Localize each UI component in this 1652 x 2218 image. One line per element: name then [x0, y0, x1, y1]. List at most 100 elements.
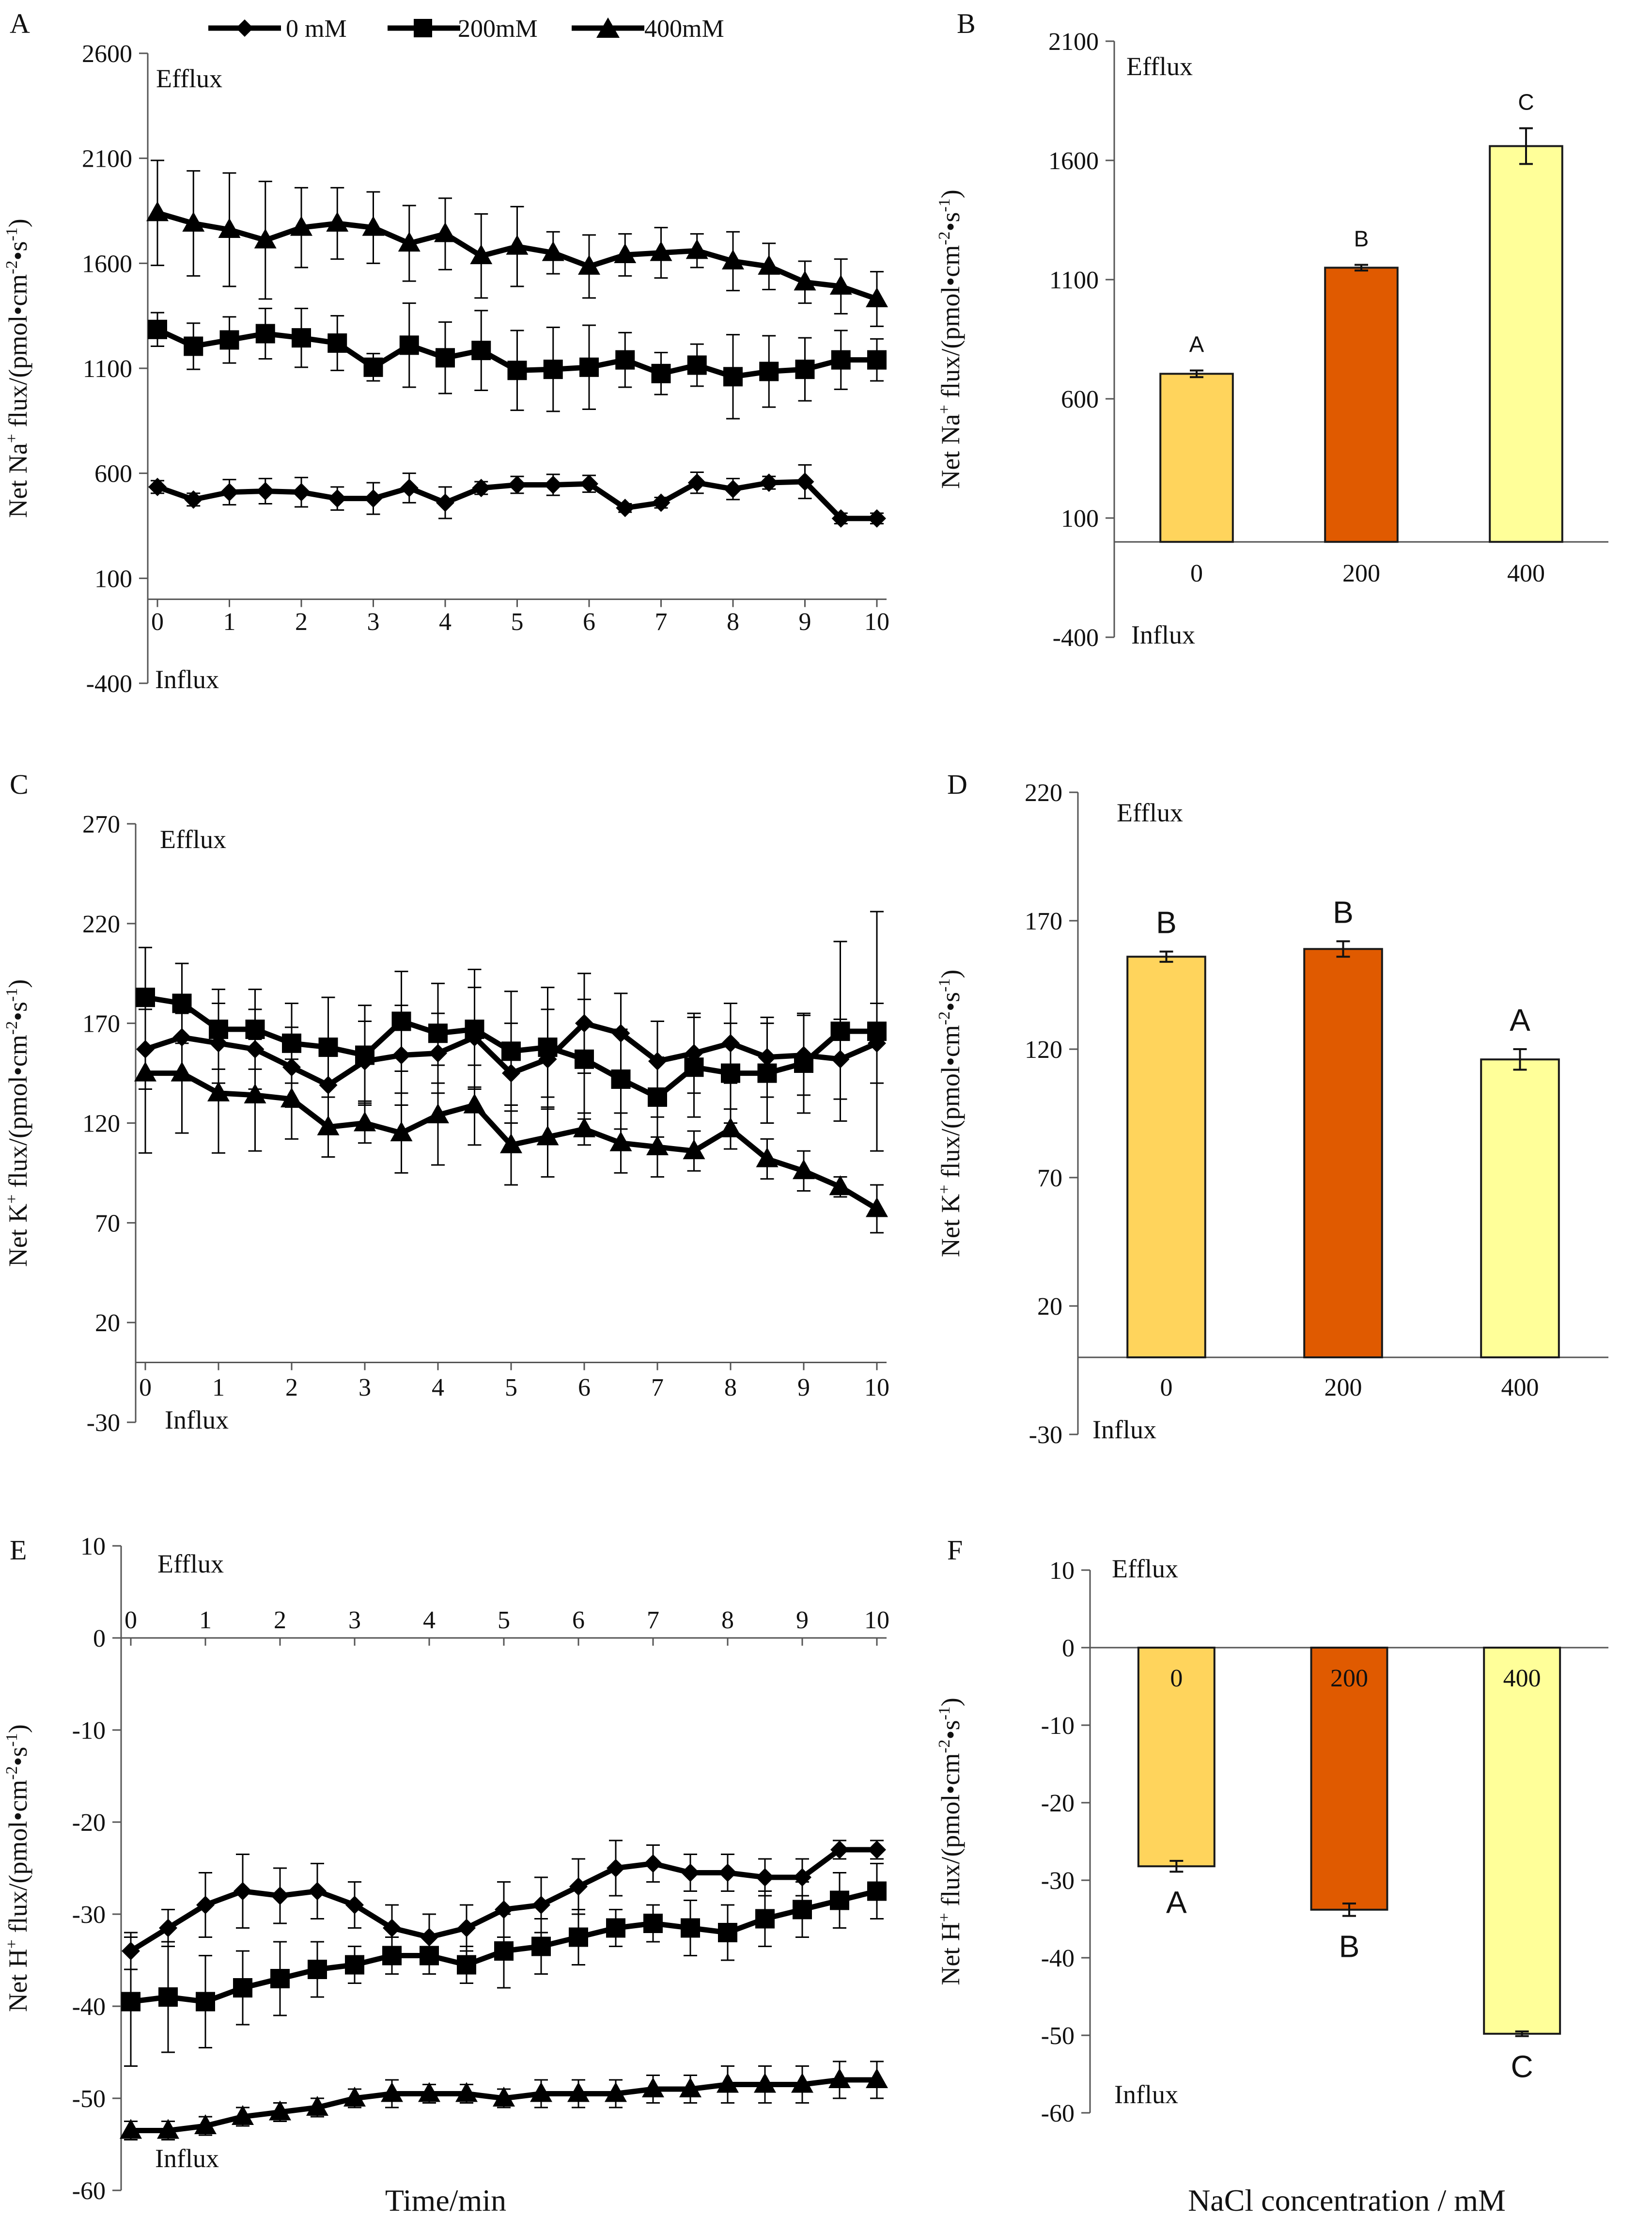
- data-point: [830, 1890, 849, 1910]
- data-point: [793, 1900, 812, 1919]
- data-point: [501, 1041, 521, 1061]
- data-point: [399, 335, 419, 355]
- data-point: [196, 1992, 215, 2012]
- data-point: [390, 1121, 413, 1142]
- data-point: [457, 1955, 476, 1975]
- data-point: [148, 319, 167, 339]
- data-point: [184, 336, 203, 356]
- data-point: [721, 1063, 740, 1083]
- data-point: [830, 1022, 850, 1041]
- data-point: [256, 482, 275, 501]
- x-tick-label-e: 1: [199, 1606, 212, 1634]
- y-tick-label-c: -30: [87, 1409, 120, 1437]
- data-point: [569, 1927, 588, 1947]
- data-point: [679, 2077, 701, 2097]
- y-tick-label-e: 10: [80, 1533, 106, 1560]
- data-point: [609, 1131, 632, 1151]
- data-point: [569, 1877, 588, 1896]
- data-point: [306, 2096, 328, 2116]
- x-tick-label-e: 3: [348, 1606, 361, 1634]
- data-point: [362, 216, 385, 236]
- data-point: [292, 483, 311, 502]
- panel-letter-a: A: [10, 8, 30, 39]
- y-tick-label-b: -400: [1053, 624, 1099, 652]
- y-axis-title-d: Net K+ flux/(pmol•cm-2•s-1): [935, 970, 965, 1258]
- data-point: [530, 2082, 552, 2102]
- data-point: [282, 1033, 301, 1053]
- x-tick-label-e: 2: [274, 1606, 286, 1634]
- data-point: [719, 1117, 742, 1137]
- influx-label-a: Influx: [155, 665, 219, 694]
- data-point: [831, 509, 850, 528]
- nacl-axis-title: NaCl concentration / mM: [1188, 2183, 1506, 2218]
- data-point: [868, 509, 886, 528]
- data-point: [355, 1045, 374, 1065]
- y-tick-label-d: 220: [1025, 779, 1062, 807]
- y-tick-label-f: -20: [1041, 1790, 1075, 1817]
- data-point: [531, 1936, 551, 1956]
- series-a-square: [148, 302, 887, 420]
- y-tick-label-b: 1600: [1048, 147, 1099, 175]
- data-point: [650, 241, 672, 261]
- data-point: [281, 1087, 303, 1108]
- data-point: [536, 1125, 559, 1146]
- data-point: [532, 1896, 550, 1914]
- data-point: [580, 474, 598, 493]
- data-point: [794, 1054, 813, 1073]
- y-tick-label-e: -50: [72, 2085, 106, 2113]
- series-e-square: [121, 1863, 887, 2067]
- data-point: [146, 201, 169, 221]
- y-tick-label-a: 1600: [82, 250, 132, 278]
- y-tick-label-f: -50: [1041, 2022, 1075, 2050]
- bar-f-0: [1137, 1647, 1216, 1868]
- data-point: [681, 1863, 700, 1882]
- data-point: [500, 1133, 522, 1153]
- data-point: [463, 1093, 486, 1114]
- data-point: [614, 243, 637, 263]
- data-point: [755, 1909, 775, 1929]
- data-point: [457, 1919, 476, 1937]
- influx-label-c: Influx: [165, 1405, 229, 1434]
- data-point: [793, 1159, 815, 1180]
- data-point: [684, 1057, 704, 1077]
- legend-item-0mm: 0 mM: [208, 15, 347, 43]
- significance-letter-f: B: [1339, 1929, 1360, 1964]
- bar-f-200: [1310, 1647, 1388, 1911]
- data-point: [428, 1023, 448, 1043]
- data-point: [255, 324, 275, 344]
- x-tick-label-c: 1: [212, 1374, 225, 1401]
- panel-letter-b: B: [957, 8, 976, 39]
- data-point: [651, 363, 671, 383]
- chart-f: -60 -50 -40 -30 -20 -10 0 10 Net H+ flux/(pmol•c…: [935, 1557, 1608, 2127]
- influx-label-e: Influx: [155, 2144, 219, 2173]
- y-tick-label-d: 20: [1037, 1293, 1062, 1321]
- data-point: [269, 2100, 291, 2121]
- data-point: [538, 1038, 558, 1057]
- data-point: [759, 362, 779, 381]
- data-point: [171, 1061, 193, 1082]
- data-point: [829, 1175, 852, 1196]
- x-tick-label-a: 7: [655, 608, 668, 636]
- y-tick-label-f: -30: [1041, 1867, 1075, 1895]
- data-point: [687, 355, 707, 375]
- efflux-label-c: Efflux: [160, 825, 226, 854]
- x-tick-label-f: 0: [1170, 1665, 1183, 1692]
- y-tick-label-a: 2100: [82, 145, 132, 173]
- data-point: [606, 1918, 625, 1938]
- x-tick-label-c: 6: [578, 1374, 591, 1401]
- data-point: [343, 2087, 366, 2107]
- efflux-label-a: Efflux: [156, 64, 222, 93]
- data-point: [648, 1087, 667, 1107]
- triangle-marker-icon: [596, 17, 620, 38]
- y-tick-label-c: 120: [82, 1110, 120, 1138]
- x-tick-label-a: 2: [295, 608, 308, 636]
- panel-letter-e: E: [10, 1534, 27, 1566]
- data-point: [724, 480, 742, 499]
- x-tick-label-a: 0: [151, 608, 164, 636]
- y-axis-title-e: Net H+ flux/(pmol•cm-2•s-1): [3, 1724, 32, 2012]
- data-point: [758, 254, 780, 275]
- x-tick-label-a: 5: [511, 608, 524, 636]
- data-point: [754, 2073, 776, 2093]
- significance-letter-b: A: [1189, 331, 1204, 357]
